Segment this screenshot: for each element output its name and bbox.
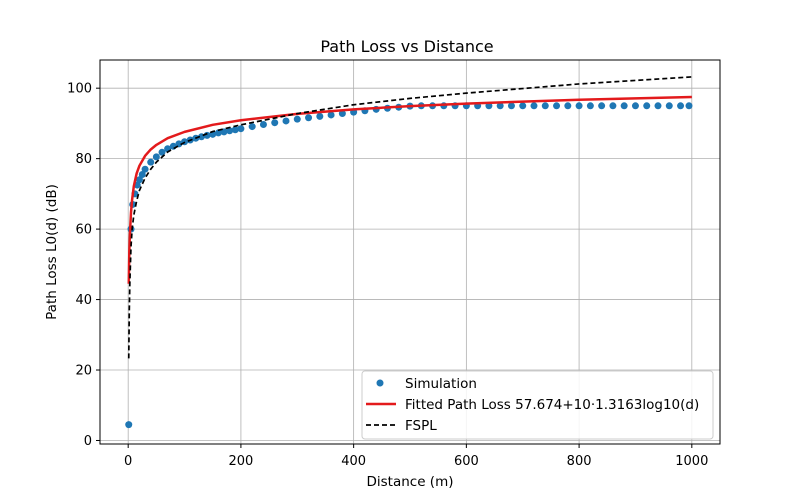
data-point (665, 102, 673, 110)
x-tick-label: 800 (567, 454, 592, 469)
y-tick-label: 60 (75, 223, 92, 238)
data-point (271, 119, 279, 127)
series-fitted-line (127, 95, 692, 284)
data-point (141, 165, 149, 173)
data-point (338, 110, 346, 118)
x-axis-label: Distance (m) (366, 474, 453, 490)
legend: Simulation Fitted Path Loss 57.674+10·1.… (361, 370, 714, 440)
legend-label-simulation: Simulation (405, 376, 477, 392)
data-point (135, 176, 143, 184)
grid-lines (100, 60, 720, 444)
data-point (631, 102, 639, 110)
series-layer (125, 76, 693, 429)
data-point (496, 102, 504, 110)
data-point (282, 117, 290, 125)
data-point (598, 102, 606, 110)
y-tick-label: 20 (75, 364, 92, 379)
data-point (530, 102, 538, 110)
data-point (248, 123, 256, 131)
data-point (519, 102, 527, 110)
legend-label-fitted: Fitted Path Loss 57.674+10·1.3163log10(d… (405, 397, 699, 413)
data-point (231, 126, 239, 134)
data-point (305, 114, 313, 122)
x-tick-label: 400 (341, 454, 366, 469)
y-tick-label: 80 (75, 152, 92, 167)
data-point (609, 102, 617, 110)
data-point (564, 102, 572, 110)
data-point (237, 125, 245, 133)
data-point (327, 111, 335, 119)
legend-box (361, 370, 714, 440)
axis-ticks: 0 200 400 600 800 1000 0 20 40 60 80 100 (67, 82, 708, 469)
data-point (541, 102, 549, 110)
legend-marker-simulation (376, 379, 384, 387)
chart-title: Path Loss vs Distance (320, 37, 493, 56)
y-axis-label: Path Loss L0(d) (dB) (44, 184, 60, 320)
data-point (586, 102, 594, 110)
data-point (575, 102, 583, 110)
data-point (677, 102, 685, 110)
data-point (654, 102, 662, 110)
x-tick-label: 1000 (675, 454, 708, 469)
data-point (214, 129, 222, 137)
data-point (316, 112, 324, 120)
data-point (147, 158, 155, 166)
data-point (158, 148, 166, 156)
legend-label-fspl: FSPL (405, 418, 437, 434)
y-tick-label: 40 (75, 293, 92, 308)
y-tick-label: 0 (84, 434, 92, 449)
data-point (553, 102, 561, 110)
data-point (685, 102, 693, 110)
data-point (226, 127, 234, 135)
data-point (293, 115, 301, 123)
x-tick-label: 200 (228, 454, 253, 469)
data-point (125, 421, 133, 429)
data-point (507, 102, 515, 110)
data-point (620, 102, 628, 110)
y-tick-label: 100 (67, 82, 92, 97)
data-point (138, 170, 146, 178)
data-point (175, 140, 183, 148)
data-point (259, 120, 267, 128)
x-tick-label: 0 (124, 454, 132, 469)
series-fspl-line (127, 76, 692, 359)
x-tick-label: 600 (454, 454, 479, 469)
data-point (152, 153, 160, 161)
plot-area (99, 59, 721, 445)
data-point (643, 102, 651, 110)
